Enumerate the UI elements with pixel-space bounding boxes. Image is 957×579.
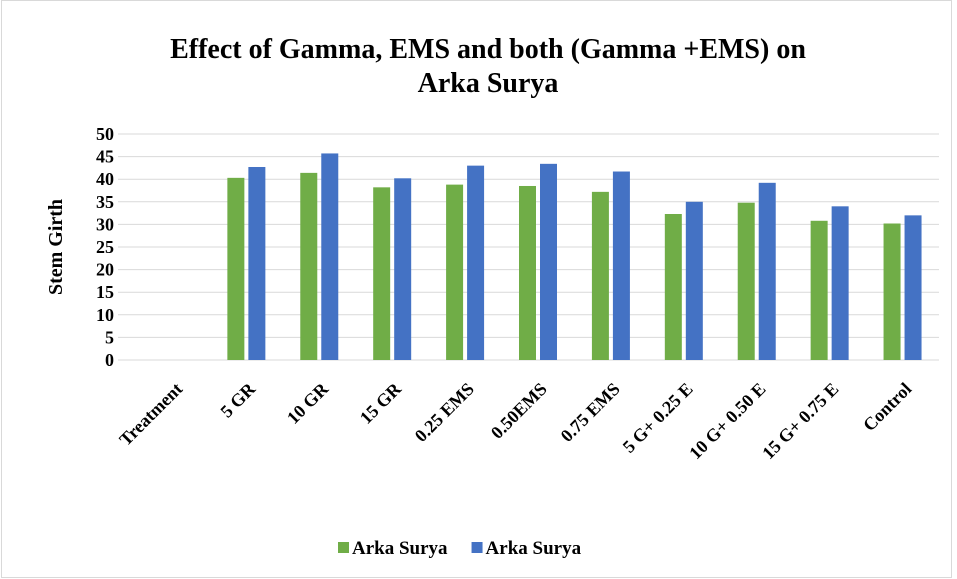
legend-swatch: [471, 542, 483, 553]
y-tick-label: 5: [105, 327, 114, 347]
bar: [227, 177, 245, 360]
y-tick-label: 50: [96, 124, 114, 144]
y-tick-label: 0: [105, 350, 114, 370]
bar: [737, 202, 755, 360]
bar: [248, 166, 266, 360]
bar: [831, 206, 849, 360]
chart-title: Effect of Gamma, EMS and both (Gamma +EM…: [170, 34, 806, 99]
bar: [758, 182, 776, 360]
title-line: Arka Surya: [418, 68, 559, 99]
bar: [394, 178, 412, 360]
bar: [810, 220, 828, 360]
bar: [467, 165, 485, 360]
y-tick-label: 25: [96, 237, 114, 257]
y-tick-label: 15: [96, 282, 114, 302]
legend-label: Arka Surya: [352, 538, 448, 559]
y-tick-label: 40: [96, 169, 114, 189]
bar: [321, 153, 339, 360]
bar: [300, 172, 318, 360]
legend-label: Arka Surya: [486, 538, 582, 559]
bar: [612, 171, 630, 360]
bar: [519, 185, 536, 360]
bar: [883, 223, 901, 360]
bar: [446, 184, 464, 360]
y-tick-label: 20: [96, 260, 114, 280]
bar: [373, 187, 391, 360]
bar: [664, 214, 682, 360]
y-tick-label: 10: [96, 305, 114, 325]
y-tick-label: 30: [96, 214, 114, 234]
legend-swatch: [338, 542, 349, 553]
bar: [685, 201, 703, 360]
bar: [591, 191, 609, 360]
y-tick-label: 45: [96, 147, 114, 167]
y-tick-label: 35: [96, 192, 114, 212]
title-line: Effect of Gamma, EMS and both (Gamma +EM…: [170, 34, 806, 65]
bar: [904, 215, 922, 360]
bar: [540, 163, 557, 360]
y-axis-label: Stem Girth: [45, 199, 67, 295]
